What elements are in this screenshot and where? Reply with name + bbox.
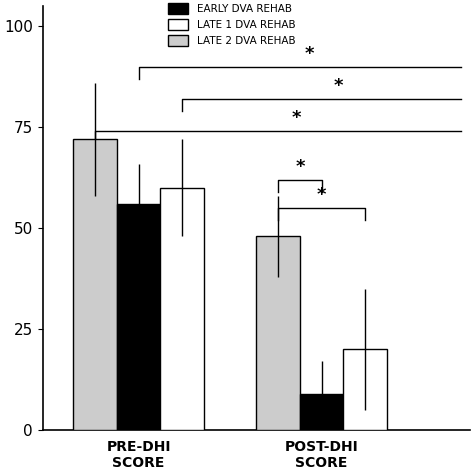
Text: *: * xyxy=(295,158,305,176)
Legend: EARLY DVA REHAB, LATE 1 DVA REHAB, LATE 2 DVA REHAB: EARLY DVA REHAB, LATE 1 DVA REHAB, LATE … xyxy=(167,3,295,46)
Text: *: * xyxy=(292,109,301,128)
Bar xyxy=(73,139,117,430)
Bar xyxy=(300,393,344,430)
Bar xyxy=(117,204,160,430)
Text: *: * xyxy=(333,77,343,95)
Bar xyxy=(256,236,300,430)
Text: *: * xyxy=(317,186,327,204)
Text: *: * xyxy=(305,45,315,63)
Bar xyxy=(160,188,204,430)
Bar xyxy=(344,349,387,430)
